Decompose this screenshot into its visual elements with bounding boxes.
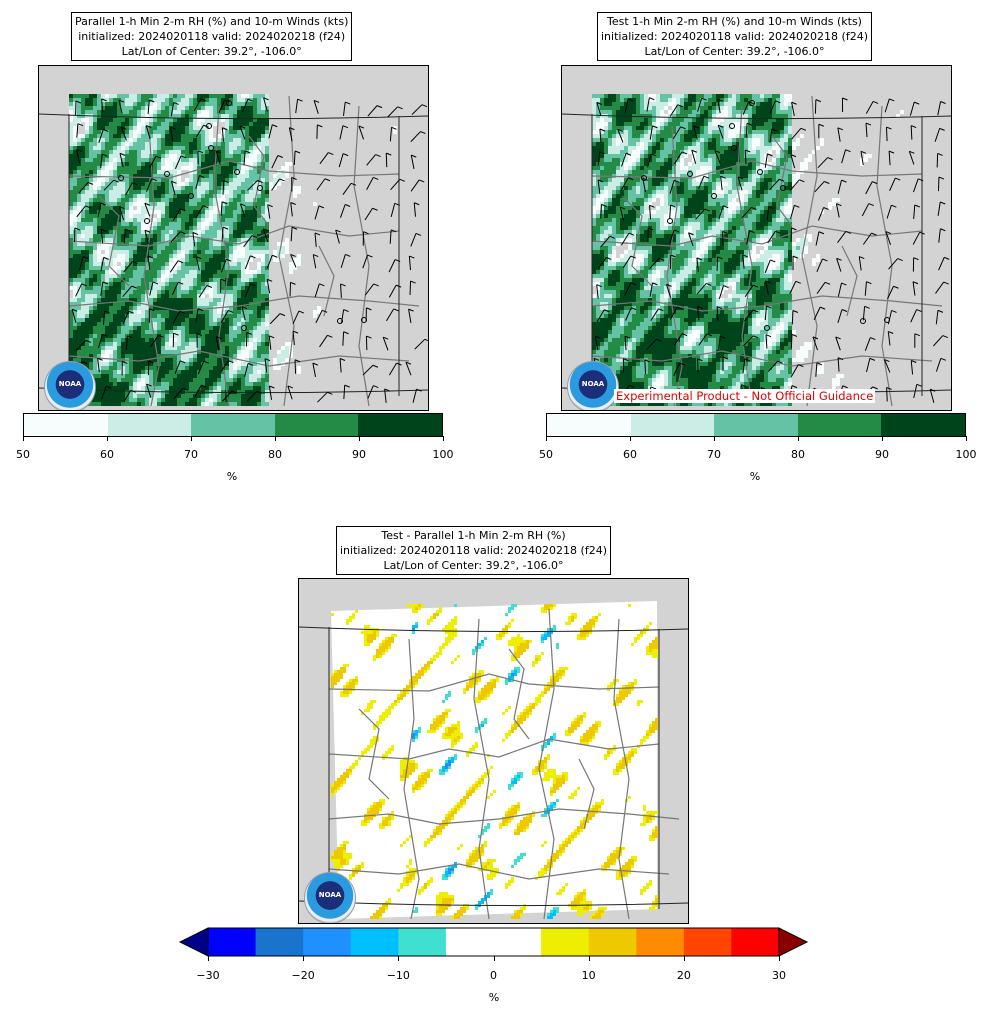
colorbar-segment: [191, 414, 275, 436]
panel-parallel-map: NOAA: [38, 65, 429, 411]
colorbar-segment: [350, 928, 399, 956]
colorbar-segment: [255, 928, 304, 956]
tick-mark: [798, 436, 799, 441]
tick-label: 50: [16, 448, 30, 461]
colorbar-segment: [588, 928, 637, 956]
noaa-logo: NOAA: [304, 872, 356, 923]
colorbar-unit: %: [749, 470, 761, 483]
tick-mark: [303, 956, 305, 961]
tick-label: −10: [386, 969, 410, 982]
colorbar-segment: [303, 928, 352, 956]
tick-label: 70: [184, 448, 198, 461]
colorbar-parallel: [23, 413, 443, 437]
title-line: Parallel 1-h Min 2-m RH (%) and 10-m Win…: [75, 15, 349, 28]
tick-label: 10: [581, 969, 596, 982]
calm-wind-circles: [641, 100, 890, 331]
colorbar-over-arrow: [778, 927, 809, 957]
title-line: Lat/Lon of Center: 39.2°, -106.0°: [383, 559, 564, 572]
tick-label: 50: [539, 448, 553, 461]
tick-mark: [107, 436, 108, 441]
colorbar-segment: [714, 414, 798, 436]
tick-label: 70: [707, 448, 721, 461]
tick-label: 0: [490, 969, 497, 982]
tick-label: 80: [268, 448, 282, 461]
colorbar-under-arrow: [178, 927, 209, 957]
tick-mark: [208, 956, 209, 961]
noaa-logo: NOAA: [567, 361, 619, 410]
rh-wind-map-test: [562, 94, 951, 407]
colorbar-segment: [881, 414, 965, 436]
colorbar-segment: [547, 414, 631, 436]
colorbar-segment: [24, 414, 108, 436]
colorbar-segment: [683, 928, 732, 956]
tick-label: 100: [432, 448, 454, 461]
colorbar-segment: [208, 928, 257, 956]
tick-label: 20: [676, 969, 691, 982]
tick-mark: [588, 956, 590, 961]
tick-label: 80: [791, 448, 805, 461]
colorbar-segment: [107, 414, 192, 436]
panel-difference-map: NOAA: [298, 578, 689, 924]
wind-barbs: [593, 97, 950, 403]
tick-label: 90: [875, 448, 889, 461]
panel-parallel-title: Parallel 1-h Min 2-m RH (%) and 10-m Win…: [71, 12, 353, 61]
rh-wind-map-parallel: [39, 94, 428, 407]
title-line: Lat/Lon of Center: 39.2°, -106.0°: [644, 45, 825, 58]
colorbar-segment: [630, 414, 715, 436]
colorbar-unit: %: [488, 991, 500, 1004]
title-line: Lat/Lon of Center: 39.2°, -106.0°: [121, 45, 302, 58]
county-borders: [328, 608, 680, 920]
colorbar-segment: [797, 414, 882, 436]
tick-mark: [359, 436, 360, 441]
colorbar-segment: [445, 928, 494, 956]
tick-mark: [966, 436, 967, 441]
colorbar-segment: [493, 928, 542, 956]
calm-wind-circles: [118, 100, 367, 331]
tick-mark: [546, 436, 547, 441]
state-borders: [299, 626, 688, 919]
tick-mark: [882, 436, 883, 441]
tick-mark: [191, 436, 192, 441]
title-line: initialized: 2024020118 valid: 202402021…: [601, 30, 868, 43]
colorbar-segment: [274, 414, 359, 436]
tick-label: −30: [196, 969, 220, 982]
tick-mark: [275, 436, 276, 441]
tick-mark: [443, 436, 444, 441]
tick-label: 90: [352, 448, 366, 461]
tick-mark: [714, 436, 715, 441]
title-line: initialized: 2024020118 valid: 202402021…: [340, 544, 607, 557]
colorbar-difference: [178, 927, 809, 957]
tick-label: −20: [291, 969, 315, 982]
county-borders: [68, 95, 420, 407]
wind-barbs: [71, 97, 428, 403]
panel-difference-title: Test - Parallel 1-h Min 2-m RH (%) initi…: [336, 526, 611, 575]
colorbar-segment: [731, 928, 780, 956]
panel-test-title: Test 1-h Min 2-m RH (%) and 10-m Winds (…: [597, 12, 872, 61]
colorbar-segment: [398, 928, 447, 956]
colorbar-segment: [636, 928, 685, 956]
tick-mark: [683, 956, 685, 961]
tick-label: 100: [955, 448, 977, 461]
title-line: Test 1-h Min 2-m RH (%) and 10-m Winds (…: [607, 15, 862, 28]
colorbar-segment: [358, 414, 442, 436]
colorbar-segment: [541, 928, 590, 956]
rh-difference-map: [299, 601, 688, 920]
tick-mark: [779, 956, 780, 961]
tick-label: 30: [772, 969, 786, 982]
tick-mark: [493, 956, 495, 961]
tick-label: 60: [623, 448, 637, 461]
colorbar-test: [546, 413, 966, 437]
tick-mark: [23, 436, 24, 441]
colorbar-unit: %: [226, 470, 238, 483]
title-line: Test - Parallel 1-h Min 2-m RH (%): [381, 529, 566, 542]
county-borders: [591, 95, 943, 407]
tick-mark: [398, 956, 400, 961]
title-line: initialized: 2024020118 valid: 202402021…: [78, 30, 346, 43]
tick-mark: [630, 436, 631, 441]
panel-test-map: NOAA Experimental Product - Not Official…: [561, 65, 952, 411]
noaa-logo: NOAA: [44, 361, 96, 410]
tick-label: 60: [100, 448, 114, 461]
experimental-product-label: Experimental Product - Not Official Guid…: [614, 389, 876, 403]
